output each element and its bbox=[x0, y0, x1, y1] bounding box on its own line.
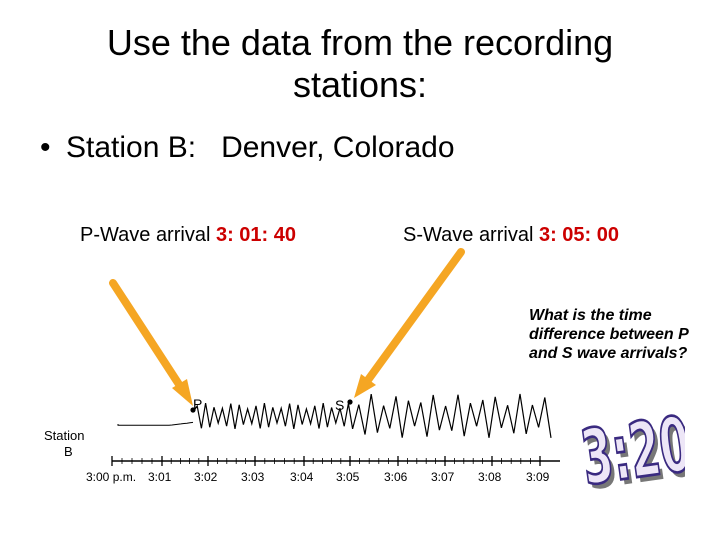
time-tick-label: 3:07 bbox=[431, 470, 455, 484]
slide-title: Use the data from the recording stations… bbox=[0, 22, 720, 106]
time-tick-label: 3:04 bbox=[290, 470, 314, 484]
time-ticks: 3:00 p.m. 3:01 3:02 3:03 3:04 3:05 3:06 3:07 3:0… bbox=[86, 456, 550, 484]
pre-p-trace bbox=[117, 421, 194, 426]
bullet-dot-icon: • bbox=[40, 131, 51, 164]
question-text: What is the time difference between P an… bbox=[529, 307, 689, 362]
time-tick-label: 3:06 bbox=[384, 470, 408, 484]
s-marker-label: S bbox=[335, 397, 344, 413]
time-tick-label: 3:02 bbox=[194, 470, 218, 484]
time-tick-label: 3:05 bbox=[336, 470, 360, 484]
time-tick-label: 3:01 bbox=[148, 470, 172, 484]
time-tick-label: 3:03 bbox=[241, 470, 265, 484]
station-bullet: • Station B: Denver, Colorado bbox=[40, 130, 455, 166]
title-line-1: Use the data from the recording bbox=[106, 22, 614, 63]
p-wave-arrival: P-Wave arrival 3: 01: 40 bbox=[80, 224, 296, 247]
answer-shadow: 3:20 bbox=[580, 405, 685, 498]
time-tick-label: 3:00 p.m. bbox=[86, 470, 136, 484]
time-tick-label: 3:09 bbox=[526, 470, 550, 484]
p-wave-time: 3: 01: 40 bbox=[215, 224, 297, 246]
answer-value: 3:20 bbox=[576, 400, 685, 498]
station-label-b: B bbox=[64, 444, 73, 459]
time-tick-label: 3:08 bbox=[478, 470, 502, 484]
p-wave-label: P-Wave arrival bbox=[80, 224, 216, 246]
p-arrival-dot bbox=[190, 407, 196, 413]
p-arrow-icon bbox=[172, 379, 193, 406]
station-label: Station bbox=[44, 428, 84, 443]
p-arrow-shaft bbox=[109, 279, 184, 390]
title-line-2: stations: bbox=[292, 64, 428, 105]
station-bullet-text: Station B: Denver, Colorado bbox=[66, 131, 455, 164]
s-arrival-dot bbox=[347, 399, 353, 405]
answer-word-art: 3:20 3:20 bbox=[575, 399, 685, 498]
p-marker-label: P bbox=[193, 396, 202, 412]
s-wave-time: 3: 05: 00 bbox=[538, 224, 620, 246]
s-wave-label: S-Wave arrival bbox=[403, 224, 539, 246]
seismic-wave-trace bbox=[192, 393, 552, 438]
s-wave-arrival: S-Wave arrival 3: 05: 00 bbox=[403, 224, 619, 247]
s-arrow-icon bbox=[354, 374, 376, 398]
s-arrow-shaft bbox=[364, 248, 465, 384]
